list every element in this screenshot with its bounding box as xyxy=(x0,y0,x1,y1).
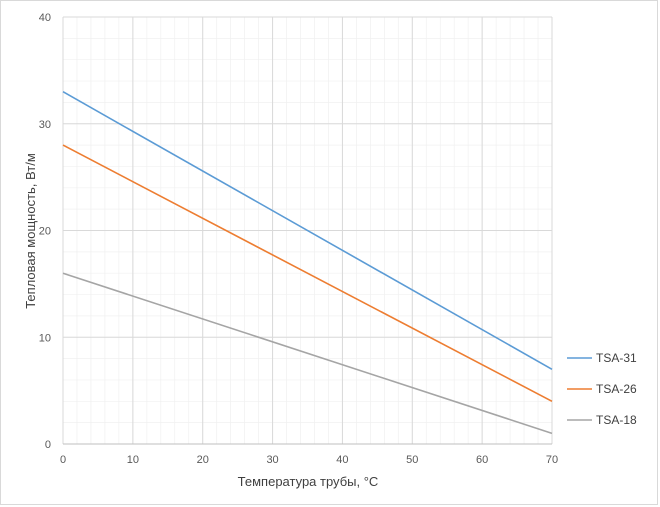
y-tick-labels: 0 10 20 30 40 xyxy=(39,12,51,451)
series-line-tsa-31 xyxy=(62,91,553,370)
x-tick-label: 70 xyxy=(546,454,558,466)
x-tick-label: 40 xyxy=(336,454,348,466)
legend: TSA-31 TSA-26 TSA-18 xyxy=(567,351,637,427)
legend-label: TSA-26 xyxy=(596,382,637,396)
x-tick-label: 10 xyxy=(127,454,139,466)
y-axis-title: Тепловая мощность, Вт/м xyxy=(23,153,38,309)
y-tick-label: 30 xyxy=(39,119,51,131)
series-lines xyxy=(62,91,553,435)
legend-label: TSA-31 xyxy=(596,351,637,365)
y-tick-label: 40 xyxy=(39,12,51,24)
x-tick-labels: 0 10 20 30 40 50 60 70 xyxy=(60,454,558,466)
x-tick-label: 20 xyxy=(197,454,209,466)
y-tick-label: 0 xyxy=(45,439,51,451)
x-tick-label: 50 xyxy=(406,454,418,466)
x-tick-label: 60 xyxy=(476,454,488,466)
major-gridlines xyxy=(62,16,553,445)
legend-label: TSA-18 xyxy=(596,413,637,427)
series-line-tsa-26 xyxy=(62,144,553,403)
x-tick-label: 30 xyxy=(266,454,278,466)
y-tick-label: 20 xyxy=(39,226,51,238)
y-tick-label: 10 xyxy=(39,332,51,344)
x-tick-label: 0 xyxy=(60,454,66,466)
series-line-tsa-18 xyxy=(62,272,553,435)
x-axis-title: Температура трубы, °С xyxy=(238,474,379,489)
